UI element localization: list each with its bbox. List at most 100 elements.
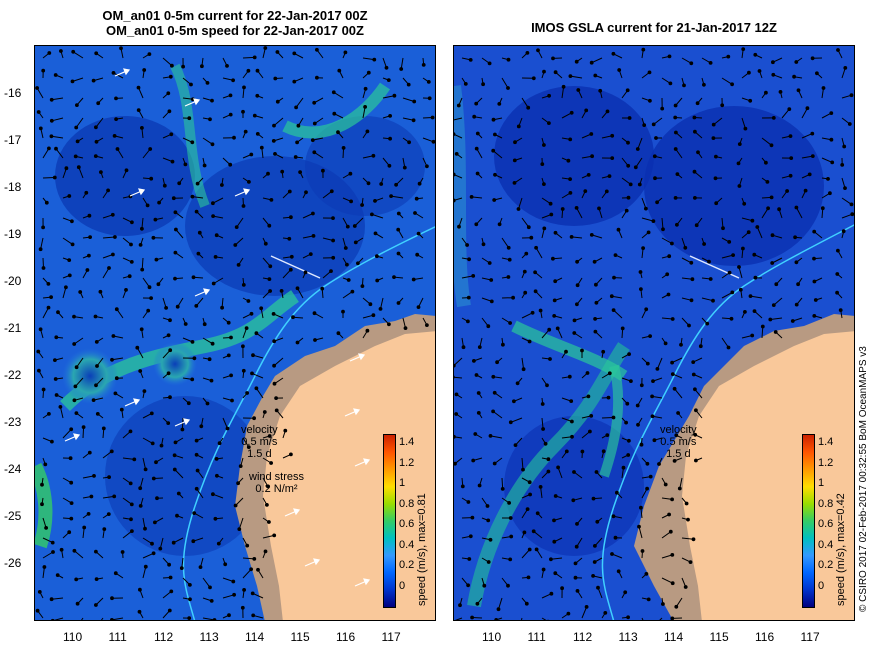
current-arrow-head <box>575 589 580 593</box>
current-arrow-head <box>815 71 819 76</box>
current-arrow <box>781 108 790 119</box>
current-arrow-head <box>114 117 118 121</box>
current-arrow-head <box>670 317 675 321</box>
current-arrow-head <box>609 294 614 299</box>
wind-scale: 0.2 N/m² <box>255 483 298 495</box>
current-arrow-head <box>708 61 713 65</box>
current-arrow-head <box>69 427 74 432</box>
current-arrow-head <box>454 392 459 397</box>
current-arrow-head <box>85 268 90 272</box>
current-arrow-head <box>533 270 537 275</box>
current-arrow-head <box>283 428 288 433</box>
current-arrow-head <box>641 246 646 251</box>
current-arrow-head <box>49 118 54 123</box>
current-arrow-head <box>727 270 732 275</box>
current-arrow-head <box>172 453 177 458</box>
current-arrow-head <box>232 592 237 597</box>
current-arrow-head <box>262 410 267 414</box>
current-arrow-head <box>70 242 75 247</box>
current-arrow-head <box>396 211 401 216</box>
current-arrow-head <box>753 52 758 57</box>
current-arrow-head <box>527 547 532 552</box>
current-arrow-head <box>515 381 520 386</box>
current-arrow-head <box>525 51 530 55</box>
current-arrow-head <box>41 68 46 73</box>
right-current-map[interactable]: velocity 0.5 m/s 1.5 d 1.4 1.2 1 0.8 0.6 0.4 0… <box>453 45 855 621</box>
current-arrow-head <box>607 174 612 179</box>
current-arrow-head <box>574 206 579 210</box>
current-arrow-head <box>843 186 847 191</box>
current-arrow-head <box>291 315 295 320</box>
current-arrow-head <box>109 449 114 454</box>
current-arrow-head <box>523 290 528 295</box>
current-arrow <box>295 97 304 108</box>
velocity-legend: velocity 0.5 m/s 1.5 d <box>660 424 697 460</box>
current-arrow-head <box>495 360 499 365</box>
current-arrow <box>681 537 694 540</box>
current-arrow-head <box>458 603 462 608</box>
current-arrow <box>181 417 184 430</box>
current-arrow <box>142 148 151 159</box>
current-arrow-head <box>151 551 156 556</box>
current-arrow-head <box>67 530 72 535</box>
current-arrow-head <box>111 252 115 257</box>
current-arrow-head <box>371 313 376 318</box>
current-arrow-head <box>138 486 143 491</box>
current-arrow-head <box>194 452 199 457</box>
current-arrow-head <box>552 518 556 523</box>
current-arrow-head <box>553 230 558 235</box>
current-arrow-head <box>275 50 280 54</box>
current-arrow-head <box>150 541 154 546</box>
current-arrow-head <box>246 445 251 450</box>
current-arrow-head <box>481 82 486 87</box>
current-arrow <box>142 552 154 559</box>
current-arrow <box>721 77 733 85</box>
current-arrow-head <box>674 130 678 135</box>
current-arrow-head <box>564 349 568 354</box>
current-arrow-head <box>507 501 511 505</box>
left-title-line2: OM_an01 0-5m speed for 22-Jan-2017 00Z <box>106 23 364 38</box>
current-arrow-head <box>547 619 550 620</box>
current-arrow-head <box>249 567 254 572</box>
current-arrow-head <box>741 246 745 251</box>
left-current-map[interactable]: velocity 0.5 m/s 1.5 d wind stress 0.2 N… <box>34 45 436 621</box>
current-arrow-head <box>667 512 672 517</box>
current-arrow <box>42 177 55 179</box>
current-arrow-head <box>210 341 215 346</box>
current-arrow-head <box>129 502 134 507</box>
current-arrow-head <box>352 224 357 228</box>
current-arrow-head <box>69 480 74 485</box>
current-arrow-head <box>512 181 517 185</box>
current-arrow-head <box>312 121 317 126</box>
current-arrow-head <box>251 613 256 618</box>
current-arrow <box>510 417 523 423</box>
current-arrow-head <box>689 260 694 265</box>
current-arrow-head <box>596 585 600 590</box>
current-arrow-head <box>585 371 590 375</box>
current-arrow-head <box>67 273 72 278</box>
current-arrow-head <box>748 98 753 103</box>
current-arrow-head <box>272 339 277 344</box>
current-arrow-head <box>212 618 217 620</box>
current-arrow-head <box>94 125 98 130</box>
current-arrow-head <box>233 503 238 508</box>
current-arrow-head <box>793 235 798 240</box>
current-arrow-head <box>190 340 195 344</box>
current-arrow-head <box>487 261 492 265</box>
current-arrow-head <box>209 378 214 383</box>
current-arrow-head <box>274 408 279 413</box>
current-arrow <box>641 617 644 620</box>
current-arrow-head <box>770 261 775 265</box>
lat-tick-label: -20 <box>4 274 22 288</box>
current-arrow <box>659 617 663 620</box>
current-arrow-head <box>633 165 638 170</box>
current-arrow <box>202 617 215 620</box>
current-arrow-head <box>771 303 776 308</box>
current-arrow-head <box>575 283 580 288</box>
current-arrow-head <box>547 121 551 125</box>
current-arrow-head <box>389 194 394 199</box>
current-arrow-head <box>167 109 172 114</box>
current-arrow-head <box>396 251 401 256</box>
current-arrow-head <box>755 225 760 229</box>
colorbar-tick-label: 0 <box>818 579 825 592</box>
